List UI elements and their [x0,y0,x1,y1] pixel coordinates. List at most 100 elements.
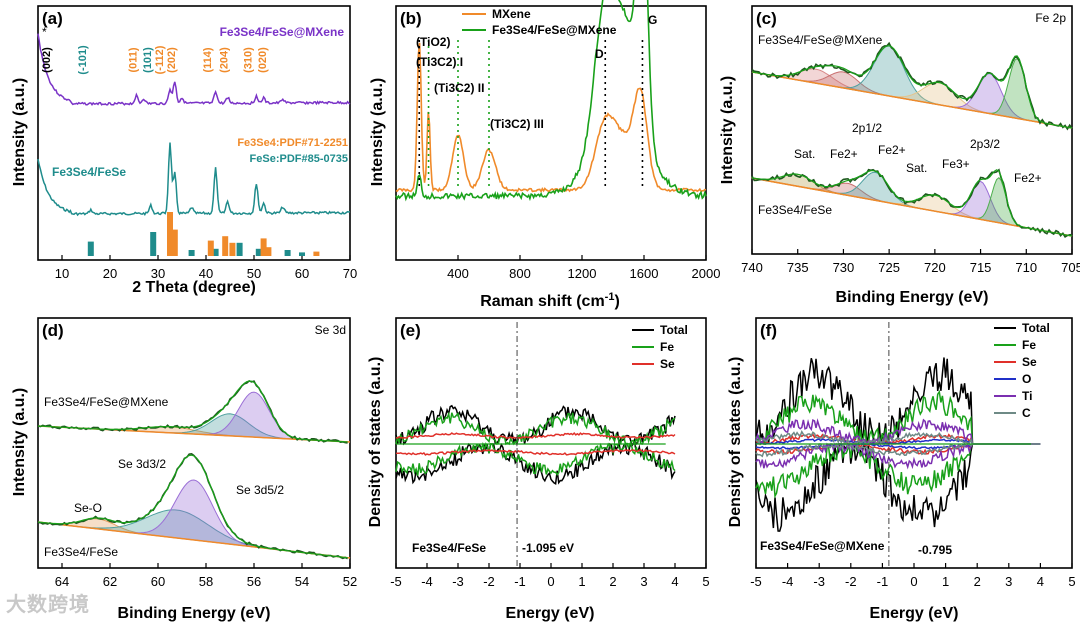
xtick-label: 64 [55,574,69,589]
panel-f: (f) -5 -4 -3 -2 -1 0 1 2 3 4 5 Energy (eV) Density… [727,317,1076,622]
dos-spin-up-total [395,404,676,447]
panel-c-bottom-sample: Fe3Se4/FeSe [758,203,832,217]
panel-c-ylabel: Intensity (a.u.) [719,76,736,184]
xtick-label: 3 [1005,574,1012,589]
xps-envelope [37,380,348,443]
panel-a-xticks: 10 20 30 40 50 60 70 [55,255,357,281]
xps-envelope [37,454,348,559]
ref-bar-fe3se4 [167,212,173,256]
xrd-peak-label: (204) [219,47,231,73]
ref-bar-fe3se4 [171,229,178,256]
panel-f-xlabel: Energy (eV) [870,605,959,622]
dos-spin-up-se [395,432,676,439]
peak-tio2: (TiO2) [416,35,450,49]
panel-d-label: (d) [42,321,64,340]
xtick-label: 3 [640,574,647,589]
ref-bar-fese [255,248,262,256]
panel-c-2p12: 2p1/2 [852,121,882,135]
panel-f-label: (f) [760,321,777,340]
panel-d-ylabel: Intensity (a.u.) [11,388,28,496]
xtick-label: 4 [671,574,678,589]
panel-b-label: (b) [400,9,422,28]
xtick-label: -4 [782,574,794,589]
xrd-peak-label: (-101) [77,45,89,75]
xrd-peak-label: (011) [127,47,139,72]
panel-d-frame [37,317,351,569]
xtick-label: -3 [813,574,825,589]
panel-e-xticks: -5 -4 -3 -2 -1 0 1 2 3 4 5 [390,563,710,589]
panel-c-fe3: Fe3+ [942,157,970,171]
xtick-label: -2 [483,574,495,589]
series-raman-composite [395,0,707,202]
panel-b-guide-lines [418,40,644,190]
panel-e: (e) -5 -4 -3 -2 -1 0 1 2 3 4 5 Energy (eV) Density… [367,317,710,622]
panel-f-ylabel: Density of states (a.u.) [727,357,744,528]
xtick-label: 60 [151,574,165,589]
panel-c-2p32: 2p3/2 [970,137,1000,151]
xps-raw-data [751,41,1073,131]
panel-a: (a) 10 20 30 40 50 60 70 2 Theta (degree) Inte… [11,5,357,296]
panel-e-material: Fe3Se4/FeSe [412,541,486,555]
xtick-label: 4 [1037,574,1044,589]
xrd-peak-label: (310) [243,47,255,73]
peak-ti3c2-1: (Ti3C2) I [416,55,463,69]
panel-c-sat1: Sat. [794,147,815,161]
xtick-label: 740 [741,260,763,275]
xtick-label: 5 [702,574,709,589]
panel-a-top-sample: Fe3Se4/FeSe@MXene [220,25,345,39]
xtick-label: 735 [787,260,809,275]
panel-a-ylabel: Intensity (a.u.) [11,78,28,186]
panel-a-bottom-sample: Fe3Se4/FeSe [52,165,126,179]
panel-a-label: (a) [42,9,63,28]
series-xrd-mxene-composite [37,33,351,107]
xtick-label: -1 [514,574,526,589]
xtick-label: 1 [578,574,585,589]
xtick-label: 2000 [692,266,721,281]
panel-f-legend: Total Fe Se O Ti C [994,321,1050,420]
legend-label: Fe [1022,338,1036,352]
legend-label: Total [1022,321,1050,335]
panel-c-title: Fe 2p [1035,11,1066,25]
panel-d-fits [37,379,351,560]
panel-f-dband: -0.795 [918,543,952,557]
series-raman-mxene [395,42,707,194]
xtick-label: 70 [343,266,357,281]
xtick-label: 5 [1068,574,1075,589]
xtick-label: 400 [447,266,469,281]
panel-c: (c) Fe 2p 740 735 730 725 720 715 710 705 Bindi… [719,5,1080,306]
series-xrd-composite [37,142,351,217]
xtick-label: 60 [295,266,309,281]
xtick-label: 2 [609,574,616,589]
xtick-label: 40 [199,266,213,281]
panel-d-se32: Se 3d3/2 [118,457,166,471]
ref-bar-fese [150,232,157,256]
xtick-label: 10 [55,266,69,281]
panel-a-frame [37,5,351,261]
legend-label: Fe [660,340,674,354]
xtick-label: 0 [547,574,554,589]
xtick-label: 705 [1061,260,1080,275]
xtick-label: 1 [942,574,949,589]
peak-g: G [648,13,657,27]
panel-d-xlabel: Binding Energy (eV) [118,605,271,622]
xtick-label: 20 [103,266,117,281]
panel-d-xticks: 64 62 60 58 56 54 52 [55,563,357,589]
xps-baseline [751,177,1073,237]
ref-bar-fe3se4 [265,247,272,256]
xtick-label: 725 [878,260,900,275]
ref-bar-fese [299,252,305,256]
panel-e-xlabel: Energy (eV) [506,605,595,622]
legend-label: Ti [1022,389,1032,403]
panel-d: (d) Se 3d 64 62 60 58 56 54 52 Binding Energy … [11,317,357,622]
panel-c-fe2c: Fe2+ [1014,171,1042,185]
panel-a-pdf-fe3se4: Fe3Se4:PDF#71-2251 [237,137,348,149]
dos-spin-down-total [395,441,676,486]
peak-d: D [595,47,604,61]
xps-envelope [751,45,1073,129]
panel-e-label: (e) [400,321,421,340]
xrd-peak-label: (101) [142,47,154,73]
ref-bar-fe3se4 [229,242,236,256]
legend-label: Se [660,357,675,371]
legend-label: C [1022,406,1031,420]
